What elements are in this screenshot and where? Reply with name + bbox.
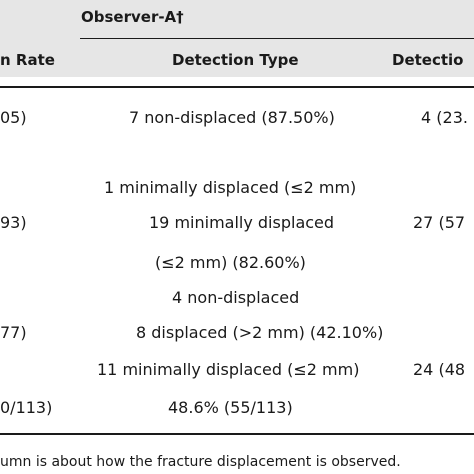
row-3-type-line-1: 4 non-displaced — [172, 288, 300, 307]
row-4-type-line-1: 48.6% (55/113) — [168, 398, 293, 417]
row-1-rate: 05) — [0, 108, 27, 127]
row-3-rate: 77) — [0, 323, 27, 342]
row-2-type-line-2: 19 minimally displaced — [149, 213, 335, 232]
row-1-detection: 4 (23. — [421, 108, 468, 127]
column-header-detection: Detectio — [392, 51, 464, 69]
row-4-rate: 0/113) — [0, 398, 53, 417]
row-3-type-line-3: 11 minimally displaced (≤2 mm) — [97, 360, 360, 379]
table-footnote: umn is about how the fracture displaceme… — [0, 454, 401, 470]
row-1-type-line-1: 7 non-displaced (87.50%) — [129, 108, 335, 127]
row-3-detection: 24 (48 — [413, 360, 466, 379]
row-2-type-line-3: (≤2 mm) (82.60%) — [155, 253, 306, 272]
row-3-type-line-2: 8 displaced (>2 mm) (42.10%) — [136, 323, 384, 342]
group-underline — [80, 38, 474, 39]
header-rule — [0, 86, 474, 88]
column-header-detection-type: Detection Type — [172, 51, 299, 69]
table-bottom-rule — [0, 433, 474, 435]
column-header-rate: n Rate — [0, 51, 55, 69]
row-2-rate: 93) — [0, 213, 27, 232]
row-2-type-line-1: 1 minimally displaced (≤2 mm) — [104, 178, 357, 197]
observer-a-header: Observer-A† — [81, 8, 184, 26]
row-2-detection: 27 (57 — [413, 213, 466, 232]
